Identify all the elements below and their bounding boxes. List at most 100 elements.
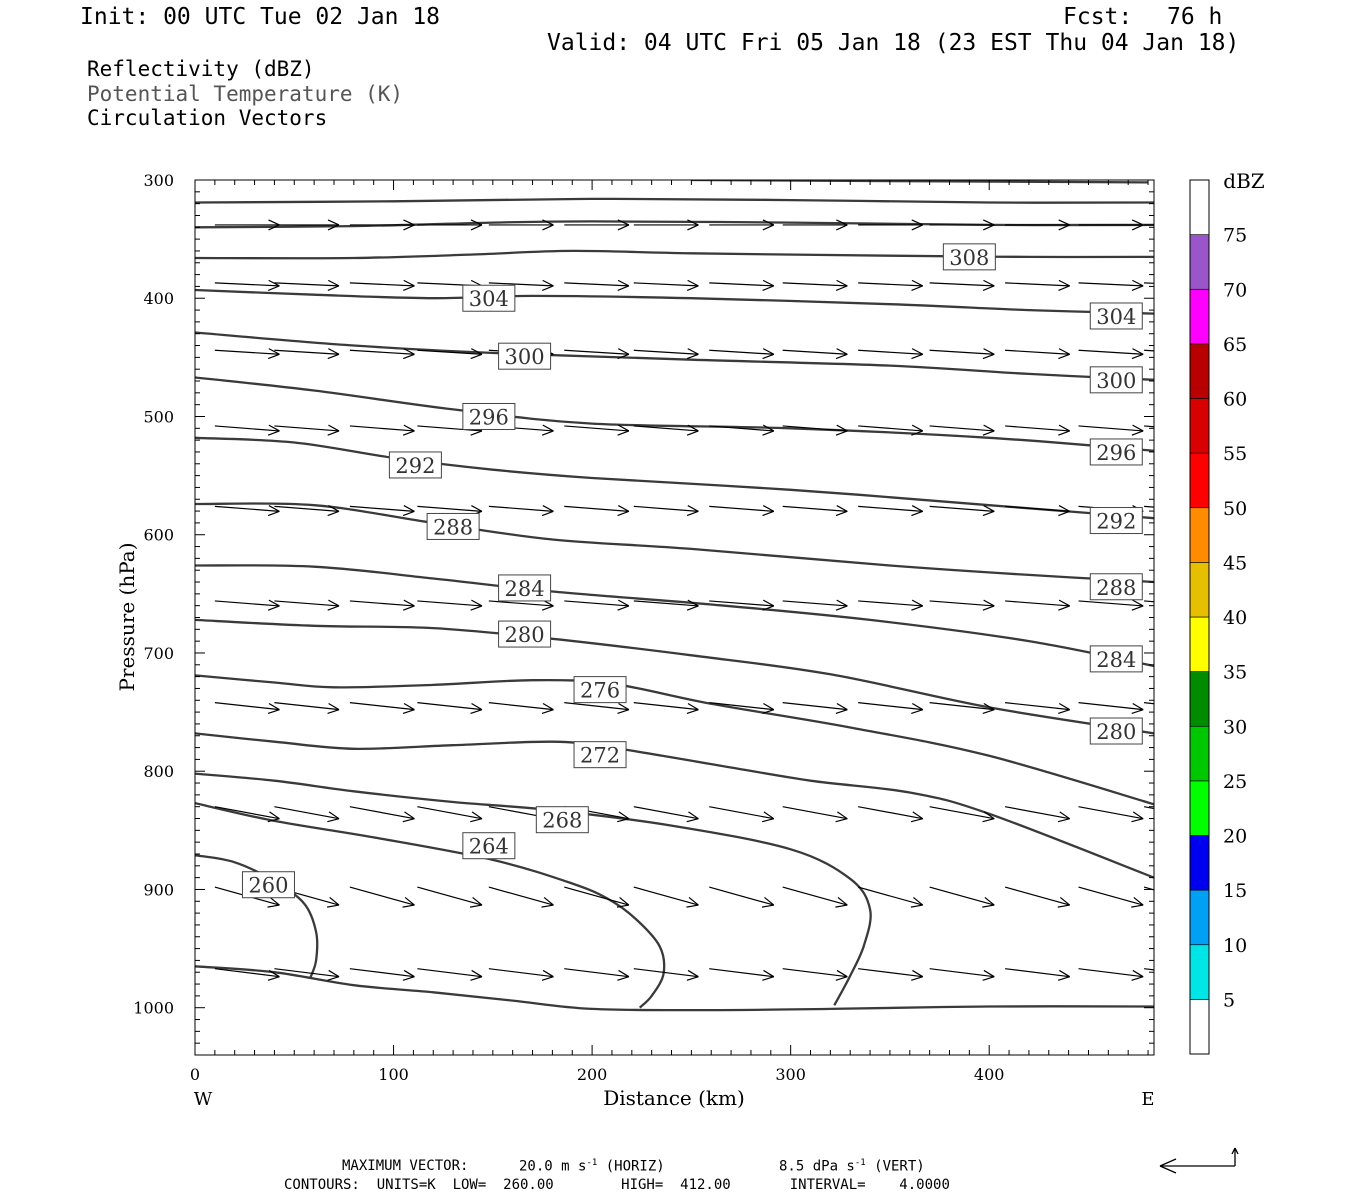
vector-shaft	[633, 702, 699, 711]
vector-head	[1131, 224, 1144, 231]
vector-head	[470, 224, 483, 231]
vector-arrow	[633, 505, 699, 517]
theta-contour-line	[195, 618, 1154, 735]
vector-head	[470, 709, 483, 715]
vector-head	[1058, 219, 1070, 226]
vector-head	[542, 219, 554, 226]
vector-shaft	[349, 600, 415, 607]
vector-head	[686, 430, 699, 436]
vector-head	[982, 818, 995, 823]
vector-arrow	[1078, 702, 1144, 715]
contour-label-box	[462, 284, 516, 312]
vector-head	[268, 969, 280, 978]
vector-shaft	[858, 282, 923, 287]
vector-head	[327, 904, 340, 908]
vector-head	[982, 219, 995, 226]
contour-label-text: 280	[1096, 720, 1136, 744]
x-axis-east-label: E	[1141, 1089, 1154, 1110]
vector-head	[835, 285, 848, 291]
vector-head	[269, 811, 280, 820]
vector-shaft	[857, 886, 923, 906]
vector-head	[1058, 348, 1070, 355]
vector-head	[687, 224, 699, 231]
vector-head	[267, 976, 280, 981]
vector-head	[762, 219, 775, 226]
contour-label-text: 296	[469, 405, 509, 429]
vector-head	[686, 353, 699, 360]
vector-head	[1058, 510, 1070, 517]
vector-head	[1058, 505, 1070, 512]
vector-shaft	[1004, 886, 1070, 906]
vector-head	[1058, 353, 1070, 360]
vector-arrow	[214, 702, 280, 715]
theta-contour-label: 300	[498, 342, 552, 370]
vector-head	[982, 510, 995, 517]
y-tick-label: 800	[143, 762, 174, 781]
vector-shaft	[782, 806, 848, 820]
field-theta-label: Potential Temperature (K)	[87, 82, 404, 106]
vector-head	[267, 430, 280, 436]
vector-head	[687, 348, 699, 355]
vector-shaft	[929, 349, 995, 355]
colorbar-label: 50	[1223, 498, 1247, 520]
vector-head	[911, 348, 924, 355]
vector-shaft	[1005, 505, 1070, 512]
y-tick-label: 400	[143, 289, 174, 308]
y-tick-label: 300	[143, 171, 174, 190]
vector-arrow	[349, 219, 415, 231]
vector-arrow	[214, 348, 280, 360]
vector-head	[763, 703, 775, 711]
vector-head	[763, 969, 775, 978]
contour-label-box	[1089, 573, 1143, 601]
vector-head	[471, 969, 483, 978]
vector-arrow	[417, 348, 483, 360]
vector-head	[982, 353, 995, 360]
vector-arrow	[274, 219, 340, 231]
vector-head	[403, 279, 415, 287]
vector-head	[1131, 219, 1144, 226]
vector-arrow	[929, 806, 995, 823]
vector-shaft	[274, 600, 340, 607]
vector-shaft	[214, 702, 280, 711]
colorbar-label: 75	[1223, 225, 1247, 247]
colorbar-segment	[1189, 999, 1210, 1055]
vector-shaft	[858, 600, 923, 607]
vector-arrow	[349, 348, 415, 360]
vector-shaft	[564, 600, 629, 607]
vector-arrow	[349, 968, 415, 981]
vector-head	[687, 599, 699, 607]
vector-head	[471, 505, 483, 512]
vector-arrow	[782, 505, 848, 517]
vector-shaft	[1005, 600, 1070, 607]
vector-shaft	[633, 505, 699, 512]
contours-info: CONTOURS: UNITS=K LOW= 260.00 HIGH= 412.…	[284, 1177, 950, 1193]
axes: 300 400 500 600 700 800 900 1000 0 100 200 300 400	[133, 171, 1154, 1084]
vector-arrow	[564, 279, 630, 291]
vector-head	[835, 709, 848, 715]
vector-arrow	[1078, 968, 1144, 981]
vector-head	[912, 811, 924, 820]
vector-head	[836, 505, 848, 512]
vector-head	[617, 510, 630, 517]
theta-contour-label: 284	[1089, 645, 1143, 673]
vector-head	[761, 904, 774, 908]
vector-head	[268, 599, 280, 607]
vector-arrow	[1005, 219, 1070, 231]
vector-head	[911, 605, 923, 611]
vector-shaft	[349, 886, 415, 906]
contour-label-text: 268	[542, 809, 582, 833]
vector-shaft	[349, 425, 415, 432]
vector-arrow	[349, 279, 415, 291]
vector-shaft	[1078, 968, 1144, 978]
vector-arrow	[929, 968, 995, 981]
colorbar-segment	[1189, 343, 1210, 399]
vector-head	[402, 605, 415, 611]
vector-head	[470, 976, 483, 981]
vector-head	[911, 424, 924, 432]
vector-arrow	[417, 219, 483, 231]
vector-head	[403, 348, 415, 355]
vector-head	[1131, 353, 1144, 360]
vector-shaft	[488, 505, 554, 512]
max-vector-label: MAXIMUM VECTOR:	[342, 1158, 469, 1174]
vector-head	[327, 219, 340, 226]
